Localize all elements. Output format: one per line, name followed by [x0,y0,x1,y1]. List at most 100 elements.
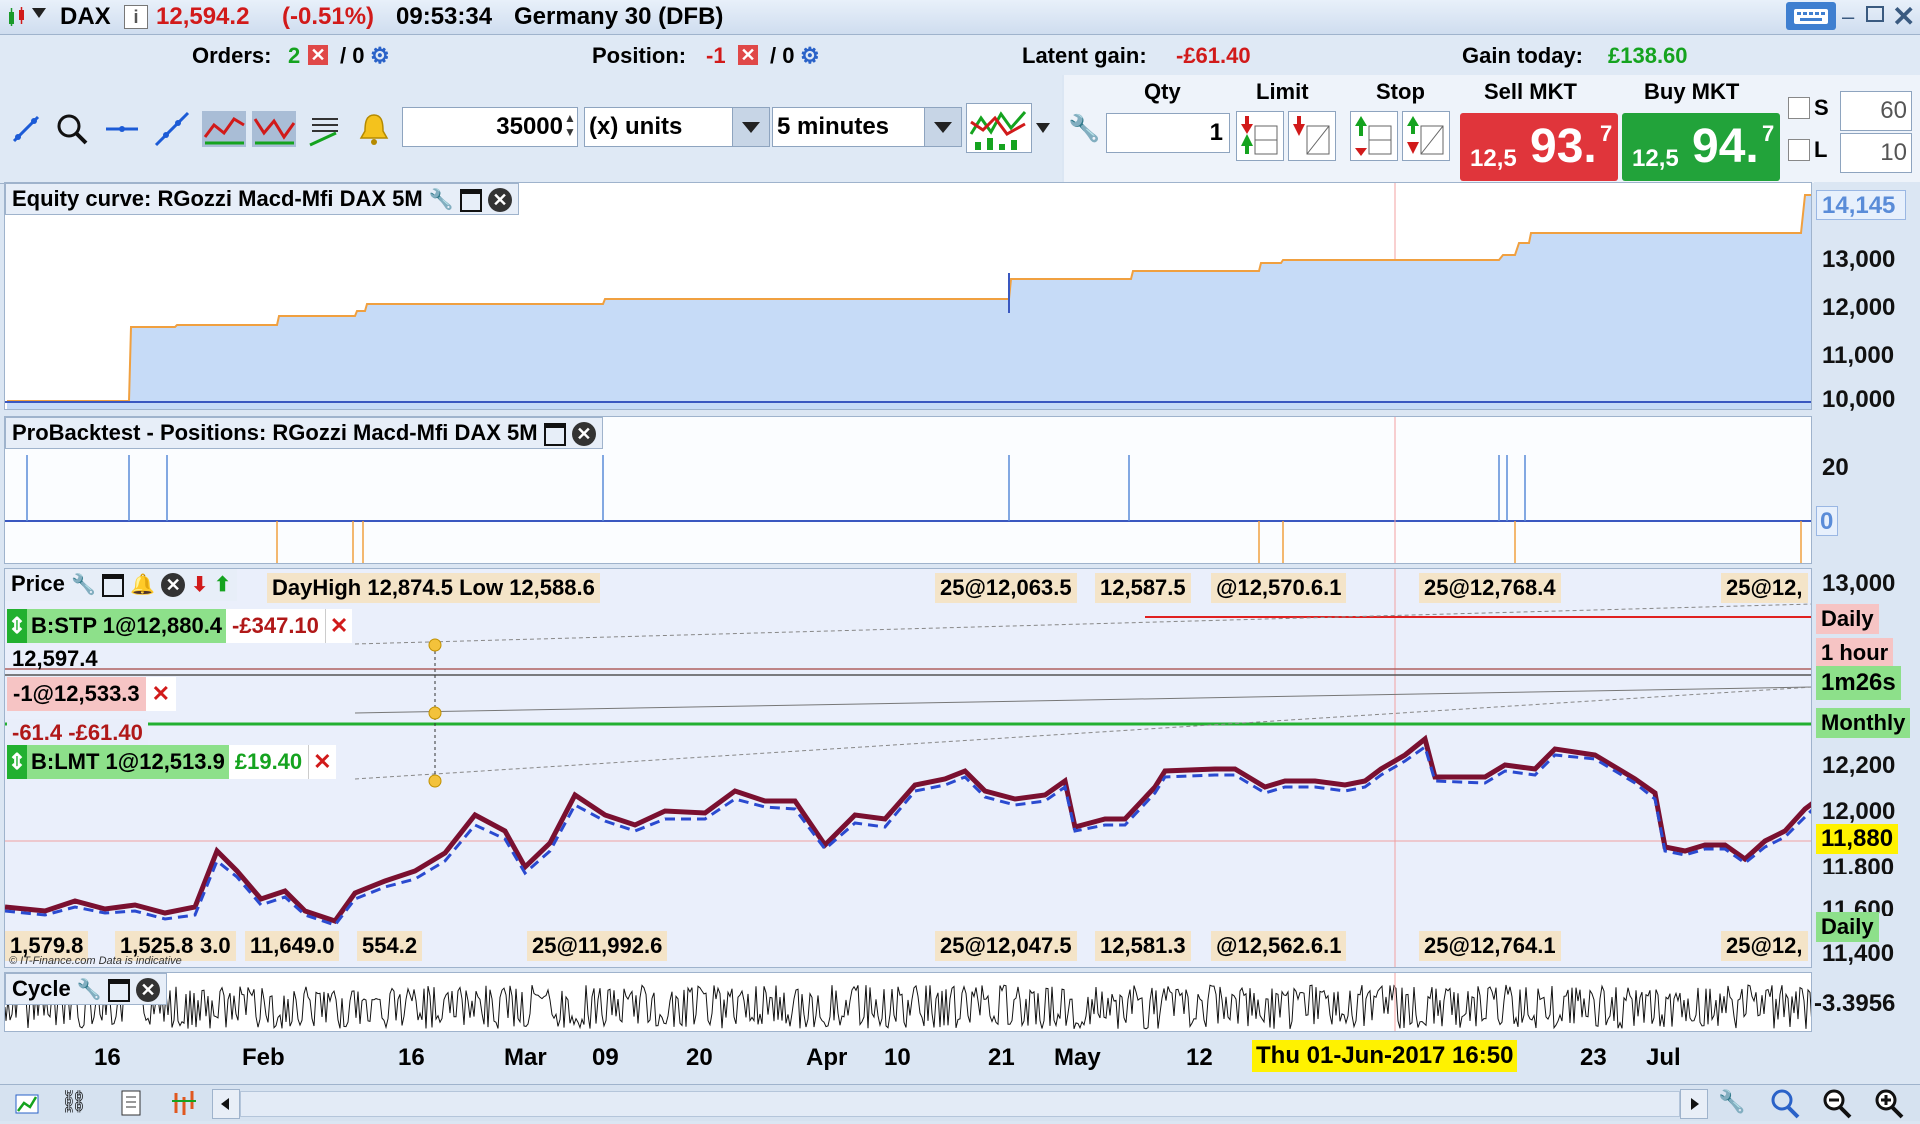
buy-limit-order-tag[interactable]: ⇕ B:LMT 1@12,513.9 £19.40 ✕ [7,745,336,779]
buy-stop-order-tag[interactable]: ⇕ B:STP 1@12,880.4 -£347.10 ✕ [7,609,353,643]
title-bar: DAX i 12,594.2 (-0.51%) 09:53:34 Germany… [0,0,1920,35]
close-position-tag-icon[interactable]: ✕ [145,677,177,711]
x-axis-label: Feb [242,1044,285,1071]
cancel-orders-icon[interactable]: ✕ [308,45,328,65]
info-icon[interactable]: i [124,5,148,29]
maximize-icon[interactable] [543,422,566,446]
units-dropdown-icon[interactable] [732,108,769,146]
limit-header: Limit [1256,79,1309,104]
scroll-left-icon[interactable] [212,1089,240,1119]
close-panel-icon[interactable]: ✕ [488,188,512,213]
symbol-dropdown-icon[interactable] [32,8,46,18]
drag-handle-icon[interactable]: ⇕ [7,745,27,779]
trade-label-bottom: 25@12,047.5 [935,931,1077,961]
stop-distance-value: 60 [1880,97,1907,124]
chart-type-icon[interactable] [14,1089,42,1117]
last-price: 12,594.2 [156,3,250,30]
buy-stop-button[interactable] [1350,111,1398,161]
wrench-icon[interactable]: 🔧 [428,189,454,211]
sell-limit-button[interactable] [1288,111,1336,161]
trade-label-top: 25@12,063.5 [935,573,1077,603]
fibonacci-tool-icon[interactable] [306,111,342,147]
quantity-spinner-icon[interactable]: ▲ ▼ [564,111,576,139]
limit-checkbox[interactable] [1788,139,1810,161]
link-icon[interactable]: ⛓ [60,1089,88,1114]
countdown-tag: 1m26s [1816,666,1901,700]
sell-arrow-icon[interactable]: ⬇ [191,574,209,596]
document-icon[interactable] [118,1089,144,1117]
horizontal-scrollbar[interactable] [240,1091,1680,1117]
cycle-panel-header: Cycle 🔧 ✕ [5,973,167,1005]
keyboard-icon[interactable] [1786,2,1836,30]
scroll-right-icon[interactable] [1680,1089,1708,1119]
buy-arrow-icon[interactable]: ⬆ [214,574,231,596]
cycle-panel-title: Cycle [12,976,71,1001]
cancel-stop-icon[interactable]: ✕ [324,609,353,643]
timeframe-select[interactable]: 5 minutes [772,107,962,147]
qty-input[interactable]: 1 [1106,113,1230,153]
limit-distance-input[interactable]: 10 [1840,133,1912,173]
bars-icon[interactable] [170,1089,200,1117]
equity-y-axis: 14,145 13,000 12,000 11,000 10,000 [1814,182,1920,413]
orders-count[interactable]: 2 [288,43,301,68]
maximize-icon[interactable] [101,573,124,597]
wrench-icon[interactable]: 🔧 [70,574,96,596]
timeframe-dropdown-icon[interactable] [924,108,961,146]
horizontal-line-tool-icon[interactable] [104,111,140,147]
cycle-y-axis: -3.3956 [1814,972,1920,1032]
scale-tool-icon[interactable]: 🔧 [1718,1089,1746,1114]
maximize-icon[interactable] [459,188,482,212]
position-value[interactable]: -1 [706,43,726,68]
channel-tool-icon[interactable] [202,111,246,147]
price-y-label: 12,000 [1822,798,1896,825]
crosshair-tool-icon[interactable] [8,111,44,147]
buy-price-prefix: 12,5 [1632,145,1679,172]
close-icon[interactable]: ✕ [1892,1,1916,32]
cycle-chart [5,973,1811,1031]
positions-panel: ProBacktest - Positions: RGozzi Macd-Mfi… [4,416,1812,564]
trendline-tool-icon[interactable] [154,111,190,147]
zoom-area-icon[interactable] [1768,1087,1800,1119]
indicators-icon[interactable] [966,103,1032,153]
daily-low-tag: Daily [1816,912,1879,942]
units-select[interactable]: (x) units [584,107,770,147]
fan-tool-icon[interactable] [252,111,296,147]
orders-gear-icon[interactable]: ⚙ [370,43,390,68]
quantity-input[interactable]: 35000 [402,107,578,147]
minimize-icon[interactable]: – [1842,4,1855,29]
day-high-low: DayHigh 12,874.5 Low 12,588.6 [267,573,600,603]
position-gear-icon[interactable]: ⚙ [800,43,820,68]
zoom-in-icon[interactable] [1872,1087,1904,1119]
close-panel-icon[interactable]: ✕ [161,573,186,598]
stop-checkbox[interactable] [1788,97,1810,119]
buy-market-button[interactable]: 12,5 94. 7 [1622,113,1780,181]
buy-limit-button[interactable] [1236,111,1284,161]
trade-label-bottom: 25@12,764.1 [1419,931,1561,961]
sell-market-button[interactable]: 12,5 93. 7 [1460,113,1618,181]
indicators-dropdown-icon[interactable] [1036,123,1050,133]
maximize-icon[interactable] [107,978,130,1002]
close-position-icon[interactable]: ✕ [738,45,758,65]
latent-gain-value: -£61.40 [1176,43,1251,68]
sell-stop-button[interactable] [1402,111,1450,161]
monthly-tag: Monthly [1816,708,1911,738]
symbol-name[interactable]: DAX [60,3,111,30]
close-panel-icon[interactable]: ✕ [136,978,160,1003]
position-pnl: -61.4 -£61.40 [7,719,148,747]
close-panel-icon[interactable]: ✕ [571,422,596,447]
equity-last-value-tag [1816,190,1906,220]
restore-icon[interactable] [1866,6,1884,22]
position-tag[interactable]: -1@12,533.3 ✕ [7,677,177,711]
wrench-icon[interactable]: 🔧 [76,979,102,1001]
cancel-limit-icon[interactable]: ✕ [308,745,336,779]
zoom-out-icon[interactable] [1820,1087,1852,1119]
zoom-tool-icon[interactable] [54,111,90,147]
stop-distance-input[interactable]: 60 [1840,91,1912,131]
price-change: (-0.51%) [282,3,375,30]
alert-bell-icon[interactable] [356,111,392,147]
order-settings-icon[interactable]: 🔧 [1068,113,1101,143]
positions-chart [5,417,1811,563]
alarm-icon[interactable]: 🔔 [130,574,156,596]
drag-handle-icon[interactable]: ⇕ [7,609,27,643]
candlestick-icon[interactable] [6,6,28,28]
